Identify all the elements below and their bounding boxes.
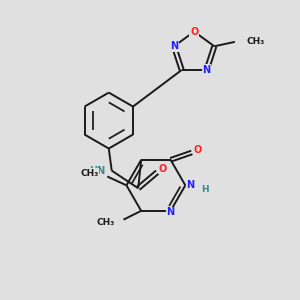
Text: N: N	[167, 207, 175, 217]
Text: O: O	[190, 27, 198, 37]
Text: CH₃: CH₃	[246, 37, 264, 46]
Text: O: O	[194, 145, 202, 154]
Text: H: H	[201, 185, 208, 194]
Text: HN: HN	[89, 166, 105, 176]
Text: CH₃: CH₃	[80, 169, 98, 178]
Text: N: N	[202, 65, 211, 75]
Text: O: O	[158, 164, 167, 173]
Text: N: N	[187, 180, 195, 190]
Text: N: N	[170, 41, 178, 51]
Text: CH₃: CH₃	[96, 218, 115, 227]
